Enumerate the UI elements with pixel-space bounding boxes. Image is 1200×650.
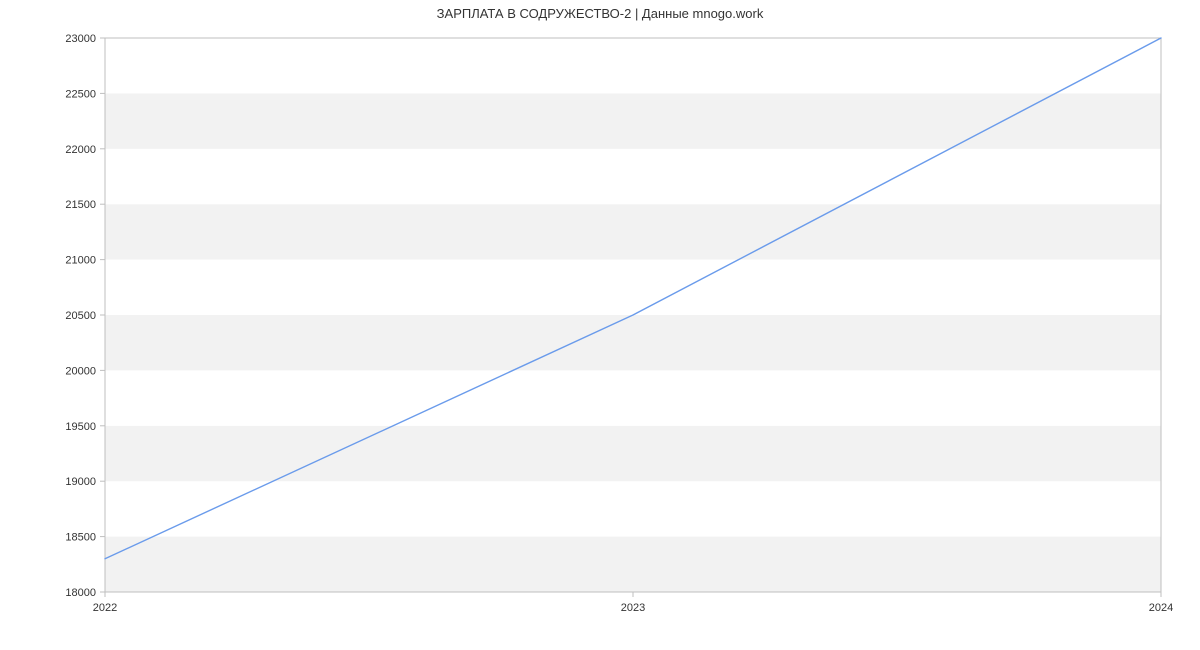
y-tick-label: 18500 [65,532,96,544]
y-tick-label: 23000 [65,33,96,45]
grid-band [105,370,1161,425]
y-tick-label: 20500 [65,310,96,322]
y-tick-label: 21500 [65,199,96,211]
x-tick-label: 2022 [93,602,117,614]
chart-canvas: 18000 18500 19000 19500 20000 20500 21000 21500… [0,0,1200,650]
y-tick-label: 18000 [65,587,96,599]
y-tick-label: 20000 [65,365,96,377]
x-tick-label: 2024 [1149,602,1173,614]
y-tick-label: 21000 [65,255,96,267]
grid-band [105,38,1161,93]
y-tick-label: 22000 [65,144,96,156]
y-tick-label: 19500 [65,421,96,433]
x-tick-label: 2023 [621,602,645,614]
salary-line-chart: ЗАРПЛАТА В СОДРУЖЕСТВО-2 | Данные mnogo.… [0,0,1200,650]
grid-band [105,149,1161,204]
grid-band [105,537,1161,592]
grid-band [105,204,1161,259]
grid-band [105,315,1161,370]
y-tick-label: 19000 [65,476,96,488]
y-tick-label: 22500 [65,88,96,100]
grid-band [105,260,1161,315]
grid-band [105,481,1161,536]
grid-band [105,426,1161,481]
